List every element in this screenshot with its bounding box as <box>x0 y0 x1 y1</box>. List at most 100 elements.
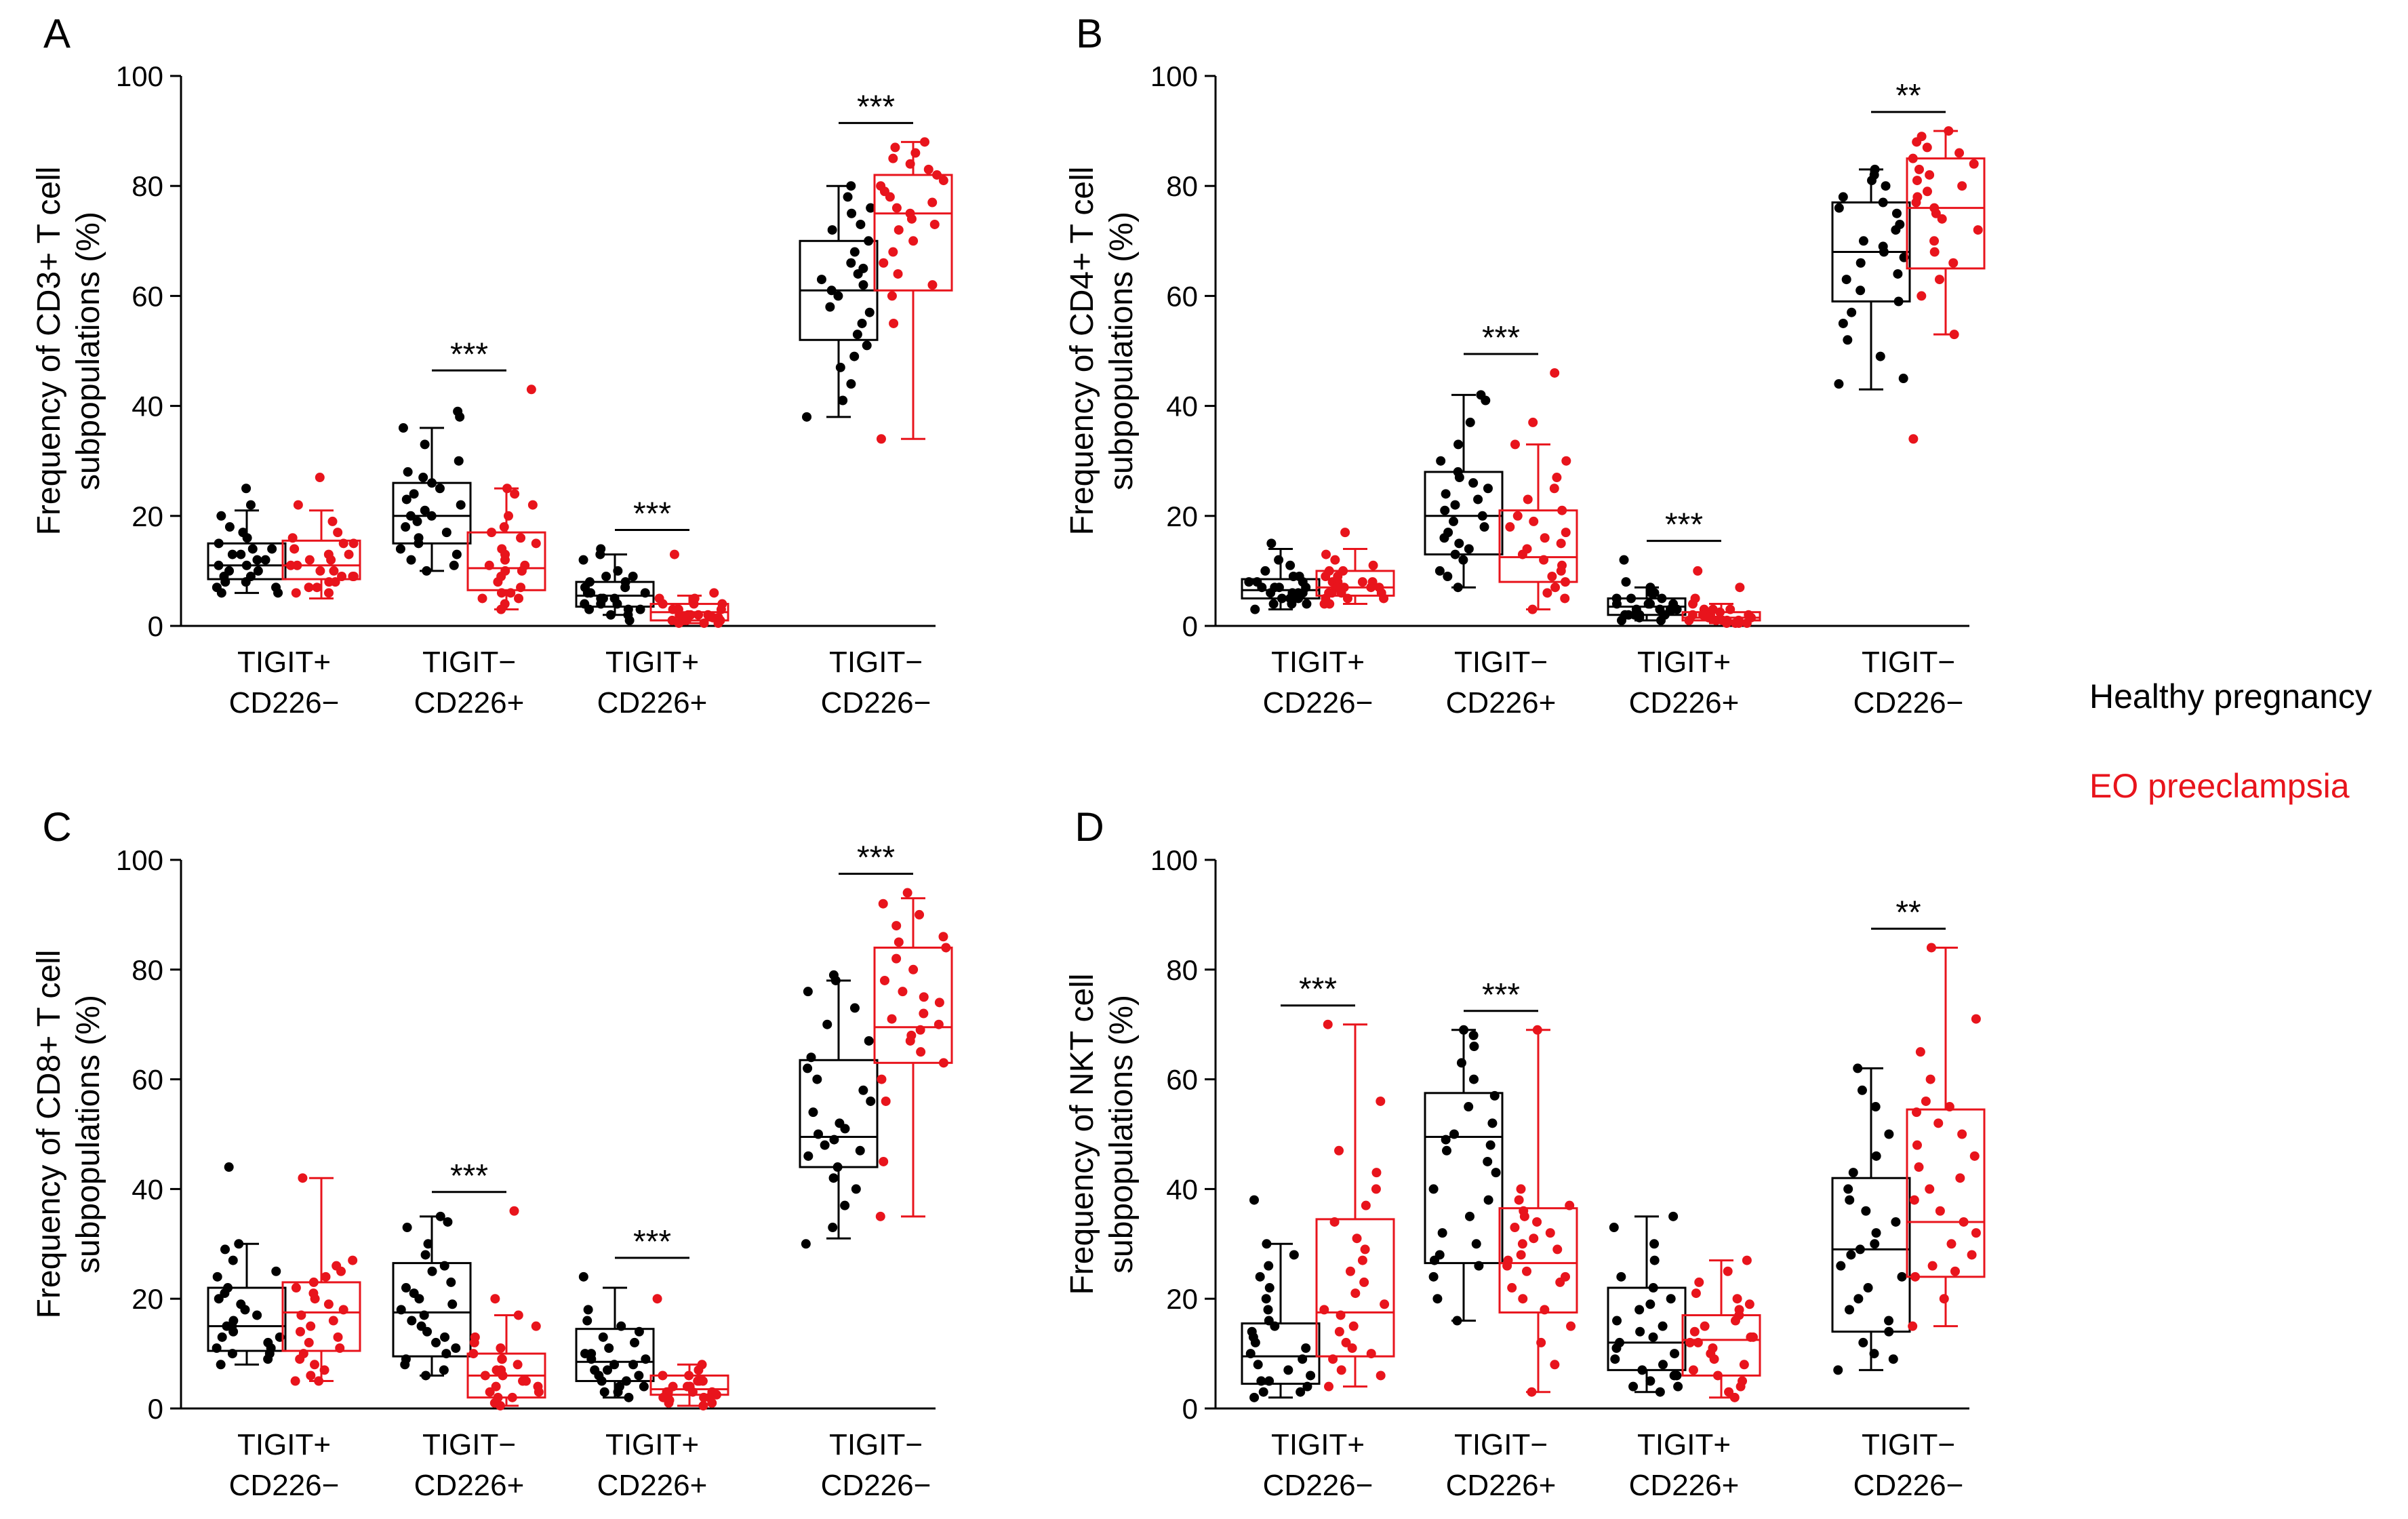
data-point-eo <box>1950 1266 1960 1276</box>
data-point-healthy <box>840 1124 850 1134</box>
data-point-eo <box>1502 1261 1512 1271</box>
data-point-eo <box>337 572 347 582</box>
data-point-healthy <box>1249 1195 1259 1205</box>
data-point-eo <box>1545 1228 1555 1238</box>
data-point-healthy <box>420 505 430 515</box>
data-point-eo <box>879 975 889 985</box>
data-point-eo <box>1376 1370 1386 1381</box>
data-point-healthy <box>1834 203 1844 213</box>
data-point-healthy <box>1634 1305 1645 1315</box>
data-point-healthy <box>599 1387 609 1397</box>
data-point-eo <box>1334 1145 1344 1156</box>
data-point-eo <box>1527 604 1538 614</box>
data-point-healthy <box>247 544 258 554</box>
data-point-healthy <box>1487 1118 1498 1128</box>
data-point-eo <box>514 593 524 604</box>
data-point-eo <box>333 528 343 538</box>
data-point-healthy <box>616 1321 626 1331</box>
data-point-healthy <box>1464 544 1474 554</box>
data-point-eo <box>333 1332 343 1342</box>
data-point-eo <box>1523 494 1533 505</box>
data-point-healthy <box>1893 269 1903 279</box>
data-point-eo <box>1688 1365 1698 1375</box>
data-point-healthy <box>1477 511 1487 521</box>
data-point-eo <box>1955 1173 1965 1183</box>
x-category-label-line2: CD226+ <box>1446 1469 1557 1502</box>
data-point-eo <box>1929 247 1940 257</box>
y-tick-label: 100 <box>1150 60 1198 92</box>
data-point-eo <box>908 964 919 974</box>
data-point-healthy <box>1853 1294 1864 1304</box>
data-point-eo <box>1694 1277 1704 1287</box>
data-point-healthy <box>1610 1354 1620 1364</box>
data-point-healthy <box>1879 247 1889 257</box>
data-point-eo <box>1361 1200 1371 1210</box>
data-point-healthy <box>1612 1316 1622 1326</box>
data-point-eo <box>923 164 934 174</box>
data-point-healthy <box>1449 1129 1459 1139</box>
data-point-eo <box>491 1381 501 1392</box>
data-point-eo <box>513 1360 523 1370</box>
data-point-healthy <box>857 318 867 328</box>
data-point-eo <box>877 1074 887 1084</box>
x-category-label-line2: CD226− <box>1263 1469 1373 1502</box>
data-point-healthy <box>828 1173 839 1183</box>
data-point-healthy <box>1250 1337 1260 1347</box>
data-point-healthy <box>1429 1255 1439 1265</box>
data-point-healthy <box>801 1239 811 1249</box>
data-point-healthy <box>1479 522 1489 532</box>
data-point-healthy <box>1848 1168 1858 1178</box>
data-point-eo <box>496 1343 506 1354</box>
significance-label: *** <box>633 496 671 532</box>
data-point-healthy <box>603 1365 613 1375</box>
data-point-eo <box>1908 434 1919 444</box>
data-point-healthy <box>1449 516 1459 526</box>
data-point-eo <box>348 1255 358 1265</box>
data-point-healthy <box>866 1096 876 1106</box>
data-point-eo <box>304 583 314 593</box>
data-point-healthy <box>1893 296 1904 307</box>
data-point-healthy <box>620 583 630 593</box>
y-tick-label: 60 <box>1166 280 1198 312</box>
data-point-eo <box>1723 1266 1733 1276</box>
data-point-healthy <box>412 516 422 526</box>
data-point-healthy <box>227 549 237 559</box>
data-point-eo <box>1517 549 1527 559</box>
data-point-healthy <box>1287 599 1297 609</box>
data-point-eo <box>1730 1316 1740 1326</box>
y-tick-label: 0 <box>1182 610 1198 642</box>
data-point-eo <box>291 588 301 598</box>
data-point-healthy <box>236 549 246 559</box>
data-point-healthy <box>1855 1244 1865 1255</box>
data-point-healthy <box>1277 593 1287 604</box>
data-point-eo <box>1549 484 1559 494</box>
data-point-eo <box>1949 330 1959 340</box>
data-point-healthy <box>830 975 841 985</box>
data-point-eo <box>504 511 514 521</box>
data-point-eo <box>469 1337 479 1347</box>
data-point-eo <box>1944 1102 1954 1112</box>
data-point-eo <box>499 522 509 532</box>
data-point-healthy <box>628 1360 639 1370</box>
data-point-eo <box>889 318 899 328</box>
data-point-healthy <box>583 1305 593 1315</box>
data-point-healthy <box>1845 1305 1855 1315</box>
data-point-healthy <box>1891 208 1902 218</box>
data-point-healthy <box>1898 374 1908 384</box>
data-point-eo <box>1725 604 1735 614</box>
data-point-eo <box>658 1370 668 1381</box>
data-point-eo <box>905 159 915 169</box>
data-point-healthy <box>634 1326 644 1337</box>
data-point-healthy <box>1469 1074 1479 1084</box>
data-point-eo <box>699 618 709 628</box>
data-point-healthy <box>451 1343 461 1354</box>
data-point-eo <box>1321 549 1331 559</box>
data-point-healthy <box>1441 1145 1451 1156</box>
data-point-healthy <box>634 1370 644 1381</box>
data-point-eo <box>1911 197 1921 208</box>
data-point-healthy <box>1833 1365 1843 1375</box>
data-point-healthy <box>858 280 868 290</box>
data-point-eo <box>1505 522 1515 532</box>
data-point-eo <box>1921 1096 1931 1106</box>
significance-label: ** <box>1895 894 1921 930</box>
